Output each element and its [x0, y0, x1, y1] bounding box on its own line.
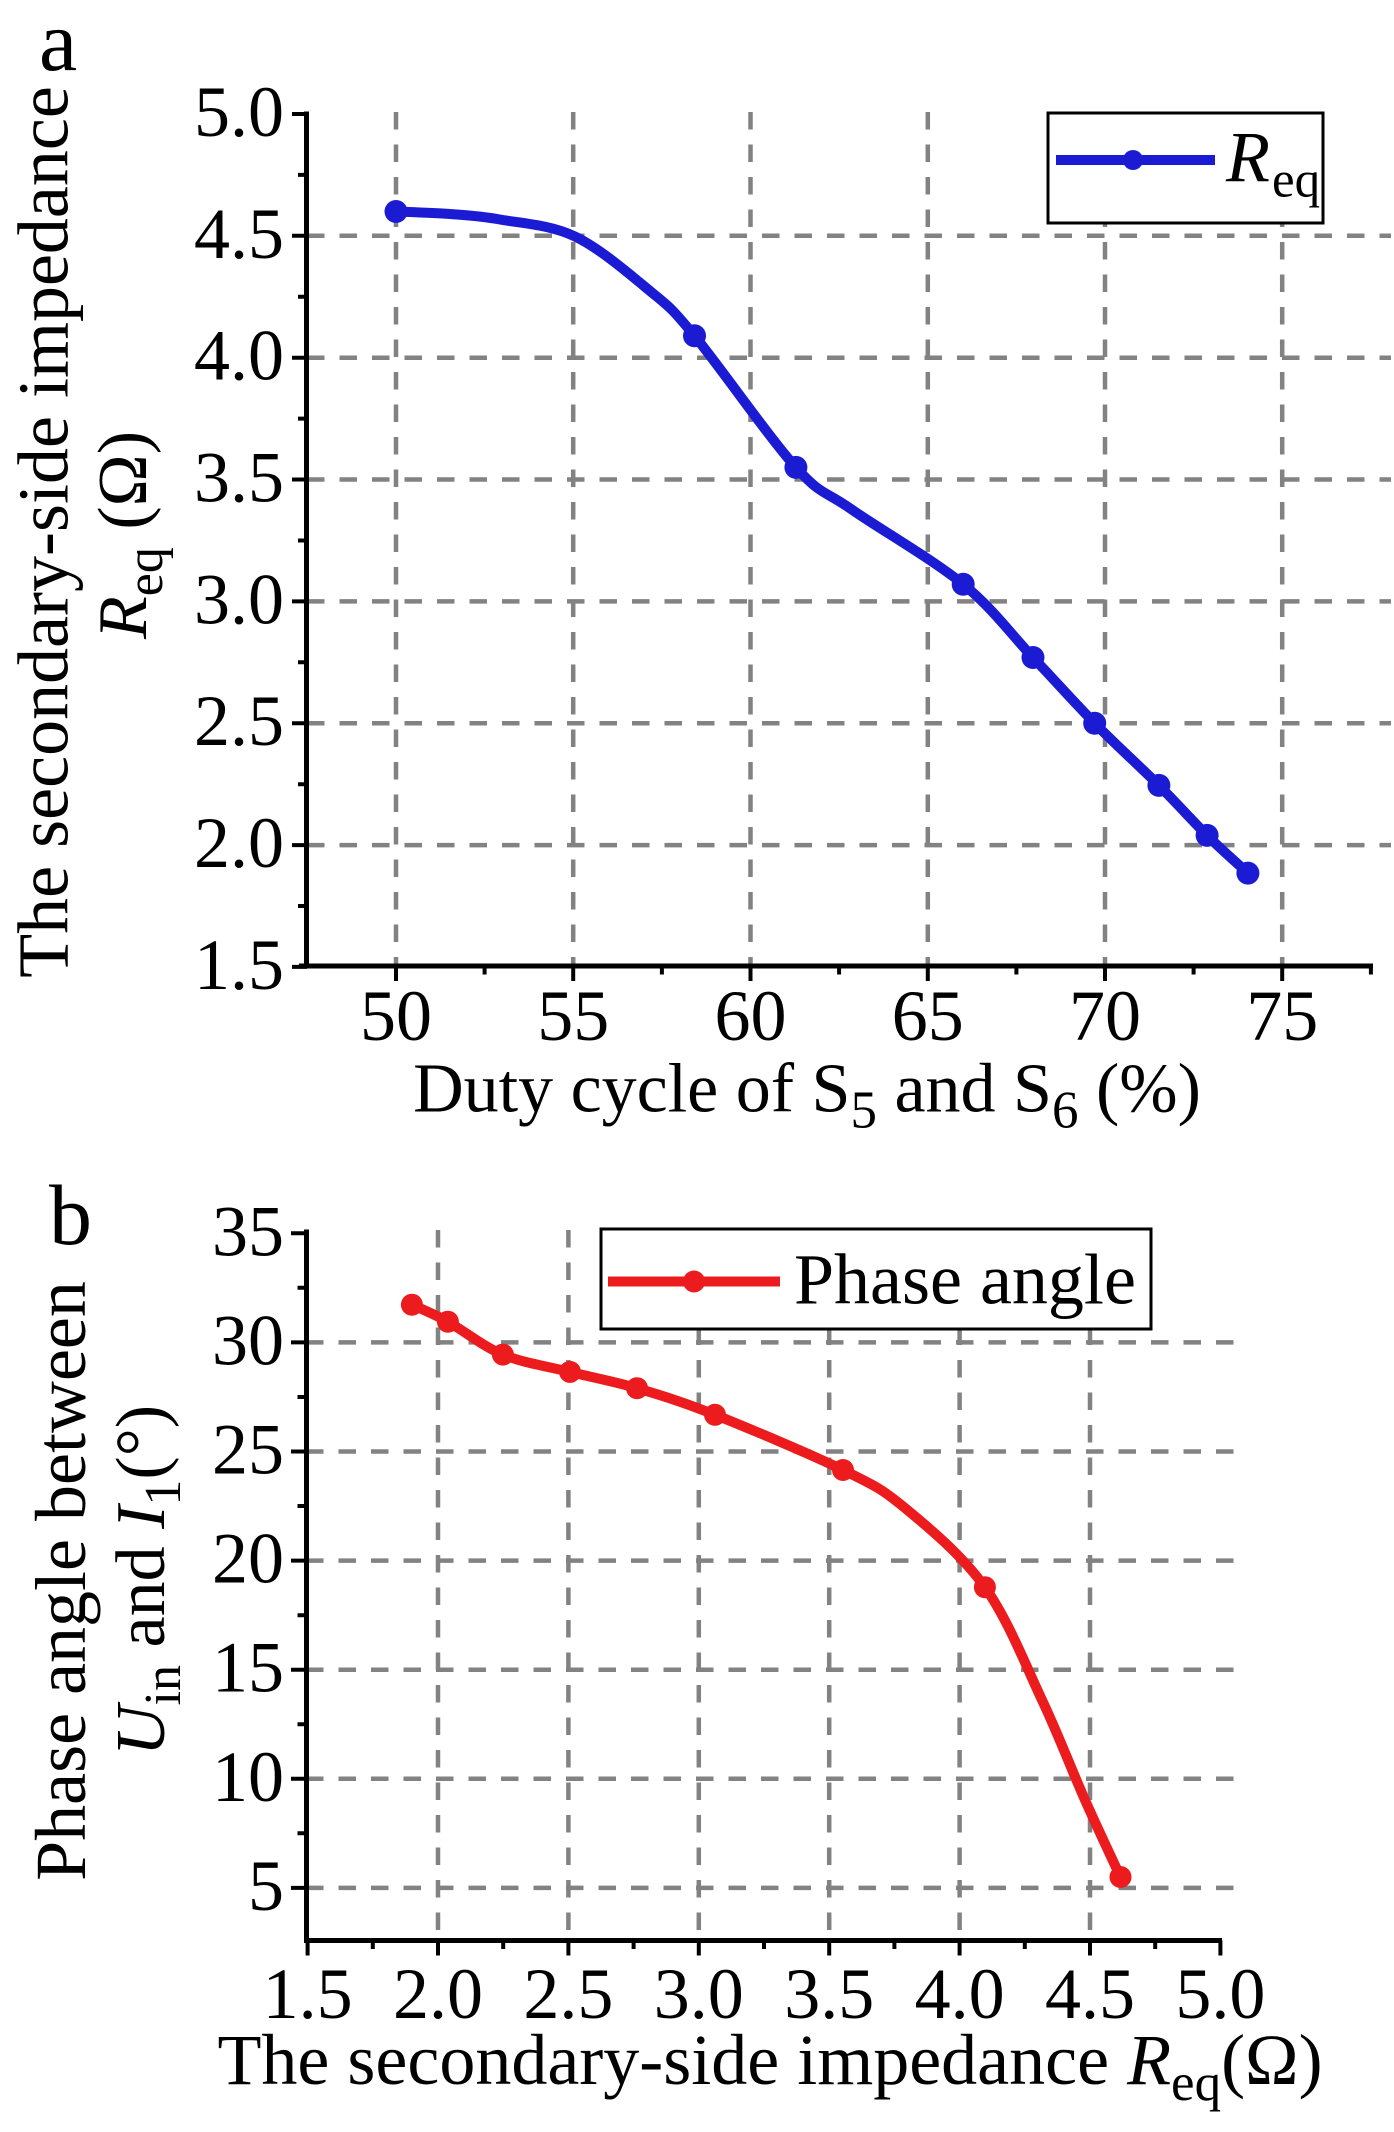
svg-text:60: 60 [715, 976, 787, 1056]
svg-text:2.0: 2.0 [393, 1954, 483, 2034]
svg-text:1.5: 1.5 [263, 1954, 353, 2034]
svg-text:Uin and I1(°): Uin and I1(°) [103, 1405, 192, 1756]
svg-text:a: a [39, 0, 77, 89]
svg-text:3.5: 3.5 [194, 438, 284, 518]
svg-text:2.0: 2.0 [194, 803, 284, 883]
svg-text:4.5: 4.5 [194, 194, 284, 274]
svg-text:3.0: 3.0 [194, 559, 284, 639]
svg-text:eq: eq [1272, 153, 1320, 209]
svg-text:Phase angle between: Phase angle between [21, 1281, 101, 1881]
svg-text:The secondary-side impedance R: The secondary-side impedance Req(Ω) [217, 2020, 1322, 2112]
svg-text:10: 10 [212, 1737, 284, 1817]
svg-text:55: 55 [537, 976, 609, 1056]
svg-text:5: 5 [248, 1846, 284, 1926]
svg-text:70: 70 [1069, 976, 1141, 1056]
svg-text:4.5: 4.5 [1045, 1954, 1135, 2034]
svg-text:5.0: 5.0 [1175, 1954, 1265, 2034]
svg-text:30: 30 [212, 1300, 284, 1380]
svg-text:2.5: 2.5 [523, 1954, 613, 2034]
svg-text:25: 25 [212, 1410, 284, 1490]
svg-text:The secondary-side impedance: The secondary-side impedance [4, 86, 84, 978]
svg-text:50: 50 [360, 976, 432, 1056]
svg-text:Phase angle: Phase angle [794, 1240, 1136, 1320]
svg-text:3.5: 3.5 [784, 1954, 874, 2034]
svg-text:4.0: 4.0 [915, 1954, 1005, 2034]
svg-text:b: b [49, 1167, 92, 1263]
svg-text:Req (Ω): Req (Ω) [85, 431, 174, 640]
svg-text:20: 20 [212, 1519, 284, 1599]
svg-text:3.0: 3.0 [654, 1954, 744, 2034]
svg-text:2.5: 2.5 [194, 681, 284, 761]
svg-text:35: 35 [212, 1191, 284, 1271]
svg-text:1.5: 1.5 [194, 925, 284, 1005]
svg-text:15: 15 [212, 1628, 284, 1708]
svg-text:Duty cycle of S5 and S6 (%): Duty cycle of S5 and S6 (%) [413, 1051, 1201, 1140]
svg-text:4.0: 4.0 [194, 316, 284, 396]
svg-text:R: R [1225, 117, 1270, 197]
svg-text:5.0: 5.0 [194, 72, 284, 152]
svg-text:75: 75 [1246, 976, 1318, 1056]
svg-text:65: 65 [892, 976, 964, 1056]
